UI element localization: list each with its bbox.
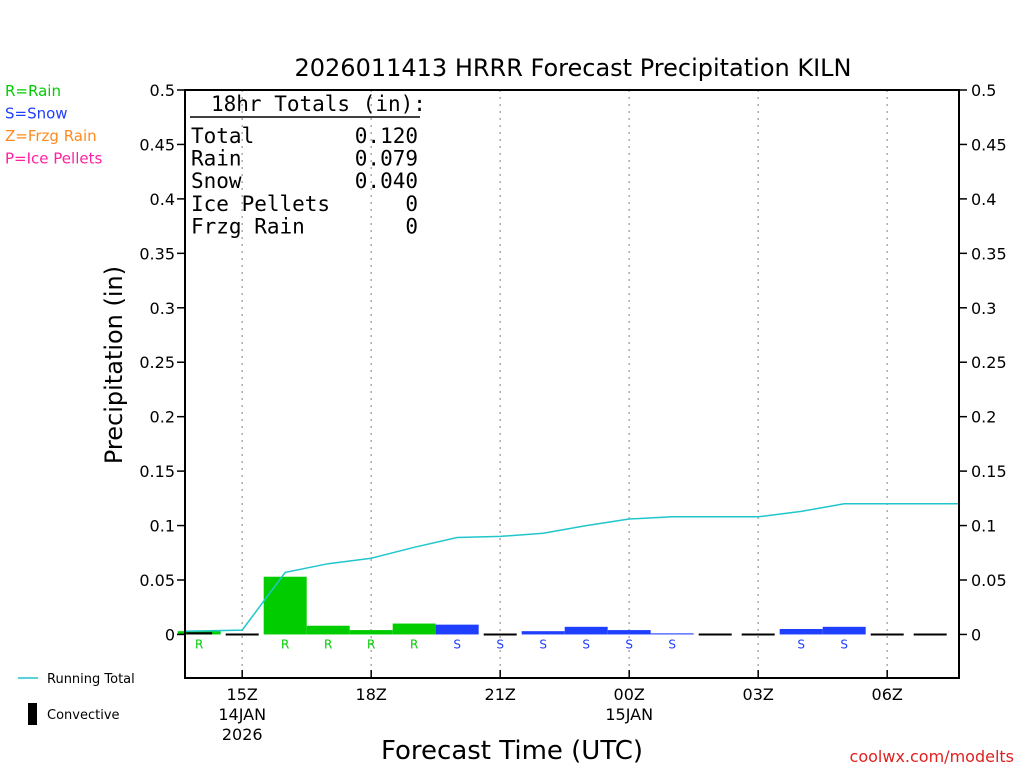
- x-axis-label: Forecast Time (UTC): [381, 736, 643, 766]
- credit-text: coolwx.com/modelts: [850, 747, 1014, 766]
- totals-box: 18hr Totals (in): Total 0.120 Rain 0.079 Sno…: [190, 92, 426, 238]
- bar-type-label: S: [539, 637, 547, 651]
- bar-type-label: S: [668, 637, 676, 651]
- bar-series: [177, 576, 947, 636]
- bar-type-label: R: [367, 637, 375, 651]
- y-tick-label-right: 0.5: [971, 81, 996, 100]
- series-legend-bar-swatch: [28, 703, 37, 725]
- x-tick-label: 18Z: [356, 685, 387, 704]
- series-legend: Running Total Convective: [18, 672, 135, 725]
- precip-bar: [349, 630, 393, 635]
- precip-bar: [822, 626, 866, 635]
- y-tick-label-right: 0.05: [971, 571, 1007, 590]
- y-tick-label-right: 0.4: [971, 190, 996, 209]
- totals-row-value: 0.120: [355, 124, 418, 148]
- precip-bar: [607, 630, 651, 635]
- y-axis-label: Precipitation (in): [100, 266, 128, 464]
- y-tick-label-left: 0.15: [139, 462, 175, 481]
- precip-bar: [306, 625, 350, 635]
- y-tick-label-left: 0.35: [139, 244, 175, 263]
- y-tick-label-left: 0.2: [150, 408, 175, 427]
- y-tick-label-left: 0.05: [139, 571, 175, 590]
- precip-bar: [263, 576, 307, 635]
- precip-type-legend: R=Rain S=Snow Z=Frzg Rain P=Ice Pellets: [5, 82, 102, 168]
- x-tick-label: 06Z: [872, 685, 903, 704]
- grid-lines: [241, 90, 888, 678]
- y-tick-label-right: 0.25: [971, 353, 1007, 372]
- y-tick-label-right: 0.3: [971, 299, 996, 318]
- y-tick-label-right: 0.45: [971, 135, 1007, 154]
- totals-row-label: Ice Pellets: [191, 192, 330, 216]
- legend-entry: Z=Frzg Rain: [5, 127, 97, 145]
- precip-bar: [650, 633, 694, 635]
- totals-row-value: 0: [405, 192, 418, 216]
- x-tick-date: 14JAN: [218, 705, 266, 724]
- precip-bar: [392, 623, 436, 635]
- y-tick-label-left: 0.3: [150, 299, 175, 318]
- precip-bar: [564, 626, 608, 635]
- plot-frame: [184, 89, 960, 679]
- legend-entry: S=Snow: [5, 105, 68, 123]
- totals-row-value: 0.079: [355, 147, 418, 171]
- x-tick-label: 00Z: [614, 685, 645, 704]
- series-legend-label: Running Total: [47, 672, 135, 687]
- convective-series: [186, 632, 213, 635]
- bar-type-label: S: [582, 637, 590, 651]
- bar-type-label: S: [496, 637, 504, 651]
- chart-title: 2026011413 HRRR Forecast Precipitation K…: [295, 54, 852, 82]
- y-tick-label-left: 0.5: [150, 81, 175, 100]
- bar-type-label: S: [840, 637, 848, 651]
- y-tick-label-left: 0.25: [139, 353, 175, 372]
- y-tick-label-right: 0.15: [971, 462, 1007, 481]
- totals-row-label: Rain: [191, 147, 242, 171]
- y-tick-label-right: 0.1: [971, 517, 996, 536]
- legend-entry: R=Rain: [5, 82, 61, 100]
- totals-header: 18hr Totals (in):: [211, 92, 426, 116]
- precip-bar: [521, 631, 565, 635]
- y-tick-label-right: 0.35: [971, 244, 1007, 263]
- x-tick-label: 15Z: [227, 685, 258, 704]
- totals-row-label: Frzg Rain: [191, 214, 305, 238]
- x-tick-date: 15JAN: [605, 705, 653, 724]
- y-tick-label-left: 0.1: [150, 517, 175, 536]
- y-axis: 0 00.05 0.050.1 0.10.15 0.150.2 0.20.25 0.250.…: [139, 81, 1006, 644]
- bar-type-label: S: [453, 637, 461, 651]
- totals-row-label: Total: [191, 124, 254, 148]
- bar-type-label: R: [410, 637, 418, 651]
- series-legend-label: Convective: [47, 708, 120, 723]
- convective-bar: [186, 632, 213, 635]
- y-tick-label-right: 0.2: [971, 408, 996, 427]
- x-tick-year: 2026: [222, 725, 263, 744]
- bar-type-label: R: [324, 637, 332, 651]
- y-tick-label-left: 0.4: [150, 190, 175, 209]
- y-tick-label-left: 0: [165, 625, 175, 644]
- y-tick-label-left: 0.45: [139, 135, 175, 154]
- x-tick-label: 21Z: [485, 685, 516, 704]
- precip-bar: [435, 624, 479, 635]
- totals-row-label: Snow: [191, 169, 242, 193]
- totals-row-value: 0.040: [355, 169, 418, 193]
- x-tick-label: 03Z: [743, 685, 774, 704]
- y-tick-label-right: 0: [971, 625, 981, 644]
- legend-entry: P=Ice Pellets: [5, 150, 102, 168]
- totals-row-value: 0: [405, 214, 418, 238]
- bar-type-label: R: [195, 637, 203, 651]
- bar-type-label: R: [281, 637, 289, 651]
- precip-bar: [779, 629, 823, 635]
- bar-type-label: S: [625, 637, 633, 651]
- bar-type-label: S: [797, 637, 805, 651]
- running-total-line: [184, 503, 959, 632]
